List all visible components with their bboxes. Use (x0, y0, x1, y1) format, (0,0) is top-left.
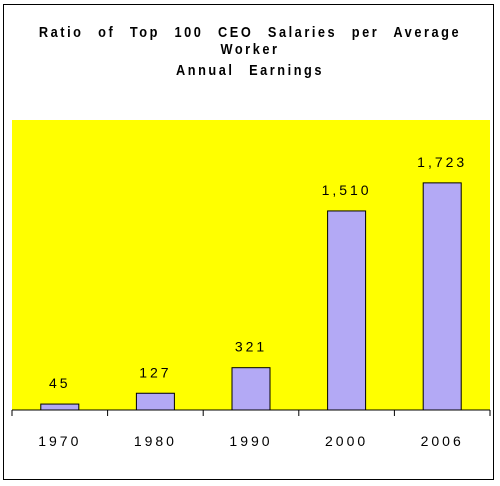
data-label-1980: 127 (139, 364, 171, 380)
bar-1980 (135, 392, 175, 411)
bar-2006 (422, 182, 462, 411)
data-label-1970: 45 (49, 375, 71, 391)
x-tick-label-1990: 1990 (229, 433, 272, 449)
x-tick-label-2000: 2000 (325, 433, 368, 449)
bar-1970 (40, 403, 80, 411)
chart-title-line-2: Annual Earnings (175, 62, 325, 79)
data-label-2006: 1,723 (417, 154, 467, 170)
plot-area (12, 120, 490, 410)
x-tick-label-2006: 2006 (421, 433, 464, 449)
data-label-2000: 1,510 (322, 182, 372, 198)
bar-2000 (327, 210, 367, 411)
chart-title-line-1: Ratio of Top 100 CEO Salaries per Averag… (38, 24, 462, 58)
bar-1990 (231, 367, 271, 411)
data-label-1990: 321 (235, 339, 267, 355)
x-tick-label-1970: 1970 (38, 433, 81, 449)
x-tick-label-1980: 1980 (134, 433, 177, 449)
